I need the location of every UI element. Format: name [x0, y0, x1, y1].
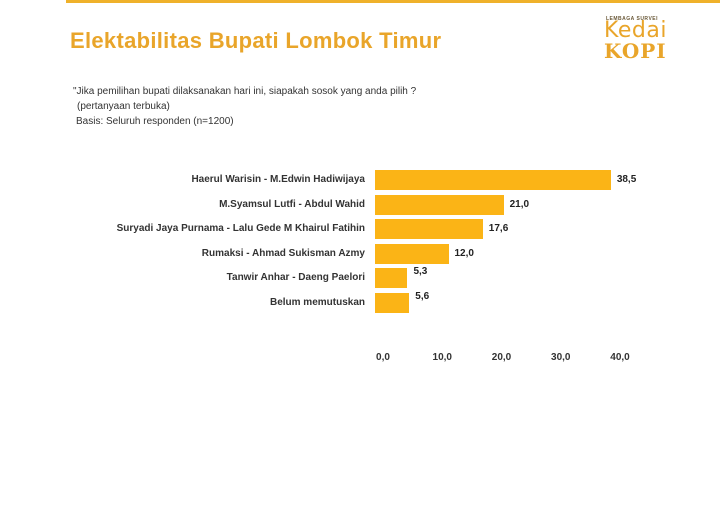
top-accent-rule — [66, 0, 720, 3]
bar — [375, 194, 504, 215]
category-label: M.Syamsul Lutfi - Abdul Wahid — [219, 198, 365, 210]
bar — [375, 219, 483, 239]
logo-word-kedai: Kedai — [604, 18, 667, 43]
bar — [375, 268, 408, 288]
slide-title: Elektabilitas Bupati Lombok Timur — [70, 28, 442, 53]
x-tick-label: 30,0 — [551, 352, 571, 363]
value-label: 38,5 — [616, 174, 637, 185]
x-tick-label: 10,0 — [432, 352, 452, 363]
bar — [375, 243, 449, 264]
kedai-kopi-logo: LEMBAGA SURVEI Kedai KOPI — [600, 14, 684, 64]
category-label: Tanwir Anhar - Daeng Paelori — [226, 272, 365, 283]
value-label: 5,3 — [413, 266, 428, 277]
x-tick-label: 40,0 — [610, 352, 630, 363]
logo-small-text: LEMBAGA SURVEI — [606, 16, 659, 22]
question-note: (pertanyaan terbuka) — [77, 101, 170, 112]
survey-question: "Jika pemilihan bupati dilaksanakan hari… — [73, 84, 416, 129]
logo-wordmark: Kedai KOPI — [604, 18, 682, 63]
value-label: 21,0 — [509, 198, 530, 210]
category-label: Haerul Warisin - M.Edwin Hadiwijaya — [191, 174, 365, 185]
basis-text: Basis: Seluruh responden (n=1200) — [76, 116, 234, 127]
bar — [375, 170, 611, 190]
bar-chart: Haerul Warisin - M.Edwin Hadiwijaya 38,5 M… — [0, 160, 720, 380]
question-text: "Jika pemilihan bupati dilaksanakan hari… — [73, 86, 417, 97]
x-tick-label: 0,0 — [376, 352, 390, 363]
value-label: 17,6 — [488, 223, 509, 234]
bar — [375, 292, 410, 313]
logo-word-kopi: KOPI — [604, 39, 667, 63]
category-label: Suryadi Jaya Purnama - Lalu Gede M Khair… — [116, 223, 365, 234]
category-label: Belum memutuskan — [269, 296, 365, 308]
category-label: Rumaksi - Ahmad Sukisman Azmy — [201, 247, 365, 259]
value-label: 5,6 — [415, 290, 430, 302]
value-label: 12,0 — [454, 247, 474, 259]
x-tick-label: 20,0 — [491, 352, 512, 363]
